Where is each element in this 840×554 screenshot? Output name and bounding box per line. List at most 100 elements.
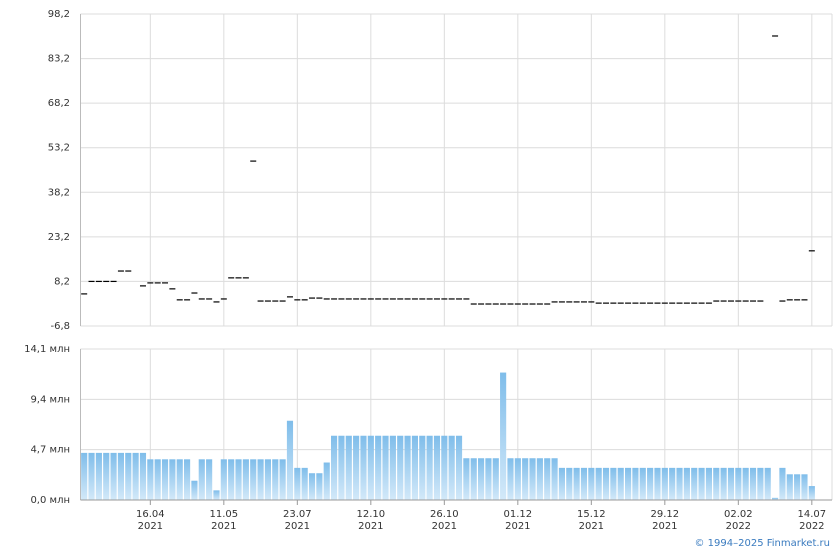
volume-bar: [522, 458, 529, 500]
volume-bar: [88, 452, 95, 500]
volume-bar: [81, 452, 88, 500]
volume-bar: [235, 459, 242, 500]
x-tick-label: 23.07: [283, 509, 312, 520]
volume-bar: [250, 459, 257, 500]
volume-bar: [779, 467, 786, 500]
volume-bar: [625, 467, 632, 500]
volume-bar: [323, 462, 330, 500]
volume-bar: [455, 435, 463, 500]
volume-bar: [698, 467, 705, 500]
y-tick-label: 4,7 млн: [30, 445, 70, 456]
y-tick-label: 9,4 млн: [30, 394, 70, 405]
x-tick-label: 14.07: [798, 509, 827, 520]
volume-bar: [470, 458, 477, 500]
volume-bar: [184, 459, 191, 500]
volume-bar: [492, 458, 499, 500]
volume-bar: [264, 459, 271, 500]
volume-bar: [500, 372, 507, 500]
volume-bar: [389, 435, 396, 500]
x-tick-year: 2021: [652, 521, 677, 532]
x-tick-year: 2021: [358, 521, 383, 532]
volume-bar: [367, 435, 374, 500]
footer: © 1994–2025 Finmarket.ru: [694, 538, 830, 549]
volume-bar: [573, 467, 580, 500]
volume-bar: [228, 459, 235, 500]
volume-bar: [206, 459, 213, 500]
volume-bar: [375, 435, 382, 500]
x-tick-year: 2021: [579, 521, 604, 532]
volume-bar: [103, 452, 110, 500]
volume-bar: [411, 435, 418, 500]
x-tick-label: 02.02: [724, 509, 753, 520]
y-tick-label: 8,2: [54, 276, 70, 287]
volume-bar: [661, 467, 668, 500]
volume-bar: [683, 467, 690, 500]
volume-bar: [257, 459, 264, 500]
volume-bar: [463, 458, 470, 500]
volume-bar: [198, 459, 205, 500]
volume-bar: [727, 467, 735, 500]
volume-bar: [654, 467, 661, 500]
x-tick-label: 29.12: [651, 509, 680, 520]
x-tick-year: 2022: [726, 521, 751, 532]
volume-bar: [272, 459, 279, 500]
volume-bar: [514, 458, 521, 500]
y-tick-label: 38,2: [48, 187, 70, 198]
volume-bar: [551, 458, 558, 500]
volume-bar: [132, 452, 139, 500]
volume-bar: [735, 467, 742, 500]
volume-bar: [566, 467, 573, 500]
volume-bar: [169, 459, 176, 500]
volume-bar: [301, 467, 308, 500]
volume-bar: [764, 467, 771, 500]
volume-bar: [478, 458, 485, 500]
volume-bar: [676, 467, 683, 500]
volume-bar: [220, 459, 227, 500]
volume-bar: [316, 473, 323, 500]
volume-bar: [772, 497, 779, 500]
volume-bar: [720, 467, 727, 500]
x-tick-year: 2021: [505, 521, 530, 532]
y-tick-label: 14,1 млн: [24, 344, 70, 355]
x-tick-year: 2021: [285, 521, 310, 532]
volume-bar: [242, 459, 249, 500]
x-tick-label: 11.05: [210, 509, 239, 520]
x-tick-label: 26.10: [430, 509, 459, 520]
volume-bar: [602, 467, 610, 500]
volume-bar: [647, 467, 654, 500]
volume-bar: [801, 474, 808, 500]
volume-bar: [794, 474, 801, 500]
volume-bar: [610, 467, 617, 500]
volume-bar: [308, 473, 316, 500]
volume-bar: [397, 435, 404, 500]
volume-bar: [558, 467, 565, 500]
x-tick-label: 16.04: [136, 509, 165, 520]
volume-bar: [588, 467, 595, 500]
volume-bar: [294, 467, 301, 500]
y-tick-label: 0,0 млн: [30, 495, 70, 506]
volume-bar: [419, 435, 426, 500]
volume-bar: [279, 459, 286, 500]
volume-bar: [595, 467, 602, 500]
volume-bar: [639, 467, 646, 500]
volume-bar: [286, 420, 294, 500]
volume-bar: [139, 452, 147, 500]
volume-bar: [669, 467, 676, 500]
y-tick-label: 98,2: [48, 9, 70, 20]
volume-bar: [786, 474, 793, 500]
volume-bar: [125, 452, 132, 500]
volume-bar: [382, 435, 389, 500]
volume-bar: [536, 458, 543, 500]
volume-bar: [742, 467, 749, 500]
x-tick-year: 2021: [432, 521, 457, 532]
volume-bar: [147, 459, 154, 500]
y-tick-label: 53,2: [48, 143, 70, 154]
volume-bar: [353, 435, 360, 500]
y-tick-label: -6,8: [50, 321, 70, 332]
y-tick-label: 83,2: [48, 54, 70, 65]
x-tick-year: 2022: [799, 521, 824, 532]
x-tick-label: 12.10: [357, 509, 386, 520]
volume-bar: [705, 467, 712, 500]
